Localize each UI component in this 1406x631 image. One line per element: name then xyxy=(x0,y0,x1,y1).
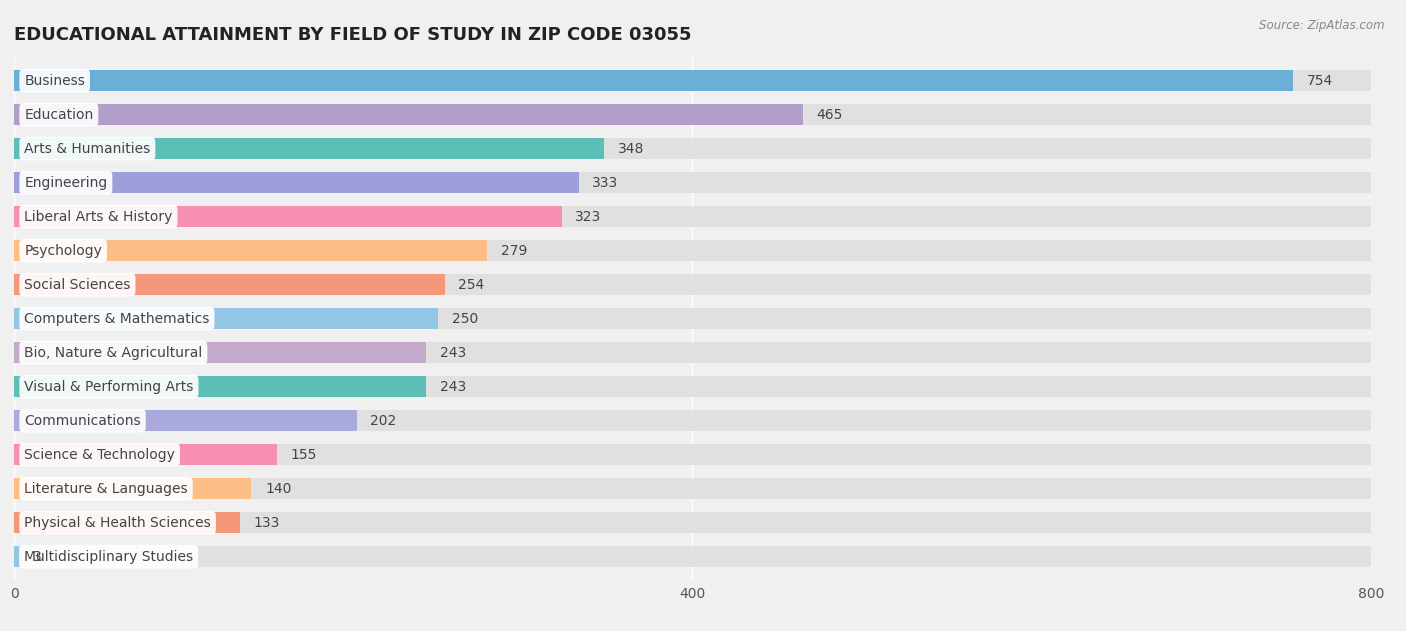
Bar xyxy=(14,444,1371,465)
Bar xyxy=(14,206,562,227)
Bar xyxy=(14,376,1371,398)
Bar xyxy=(14,138,605,159)
Bar xyxy=(14,512,1371,533)
Bar xyxy=(14,478,252,499)
Text: 202: 202 xyxy=(370,414,396,428)
Bar xyxy=(14,376,426,398)
Text: 254: 254 xyxy=(458,278,485,292)
Text: Visual & Performing Arts: Visual & Performing Arts xyxy=(24,380,194,394)
Bar xyxy=(14,410,1371,431)
Text: Computers & Mathematics: Computers & Mathematics xyxy=(24,312,209,326)
Bar xyxy=(14,274,1371,295)
Bar xyxy=(14,546,1371,567)
Text: Source: ZipAtlas.com: Source: ZipAtlas.com xyxy=(1260,19,1385,32)
Text: 243: 243 xyxy=(440,346,465,360)
Bar xyxy=(14,70,1294,91)
Bar xyxy=(14,104,803,125)
Text: Education: Education xyxy=(24,108,93,122)
Bar xyxy=(14,342,426,363)
Text: Bio, Nature & Agricultural: Bio, Nature & Agricultural xyxy=(24,346,202,360)
Text: 243: 243 xyxy=(440,380,465,394)
Bar xyxy=(14,104,1371,125)
Bar xyxy=(14,546,20,567)
Text: Business: Business xyxy=(24,74,86,88)
Text: 333: 333 xyxy=(592,175,619,190)
Bar xyxy=(14,410,357,431)
Bar xyxy=(14,240,488,261)
Text: 133: 133 xyxy=(253,516,280,529)
Text: Science & Technology: Science & Technology xyxy=(24,447,176,462)
Text: 754: 754 xyxy=(1306,74,1333,88)
Text: Social Sciences: Social Sciences xyxy=(24,278,131,292)
Bar xyxy=(14,512,239,533)
Bar xyxy=(14,478,1371,499)
Text: 250: 250 xyxy=(451,312,478,326)
Bar xyxy=(14,308,439,329)
Text: Communications: Communications xyxy=(24,414,141,428)
Bar xyxy=(14,70,1371,91)
Bar xyxy=(14,206,1371,227)
Text: Engineering: Engineering xyxy=(24,175,107,190)
Bar xyxy=(14,172,579,193)
Bar xyxy=(14,172,1371,193)
Text: EDUCATIONAL ATTAINMENT BY FIELD OF STUDY IN ZIP CODE 03055: EDUCATIONAL ATTAINMENT BY FIELD OF STUDY… xyxy=(14,26,692,44)
Text: Physical & Health Sciences: Physical & Health Sciences xyxy=(24,516,211,529)
Bar xyxy=(14,308,1371,329)
Text: Liberal Arts & History: Liberal Arts & History xyxy=(24,209,173,223)
Text: 140: 140 xyxy=(266,481,291,496)
Bar xyxy=(14,274,444,295)
Text: Multidisciplinary Studies: Multidisciplinary Studies xyxy=(24,550,194,563)
Text: 465: 465 xyxy=(817,108,842,122)
Text: 348: 348 xyxy=(617,141,644,156)
Bar xyxy=(14,138,1371,159)
Bar xyxy=(14,444,277,465)
Text: 3: 3 xyxy=(32,550,41,563)
Text: 323: 323 xyxy=(575,209,602,223)
Text: Literature & Languages: Literature & Languages xyxy=(24,481,188,496)
Text: 279: 279 xyxy=(501,244,527,257)
Bar xyxy=(14,240,1371,261)
Text: Arts & Humanities: Arts & Humanities xyxy=(24,141,150,156)
Text: Psychology: Psychology xyxy=(24,244,103,257)
Text: 155: 155 xyxy=(291,447,316,462)
Bar xyxy=(14,342,1371,363)
